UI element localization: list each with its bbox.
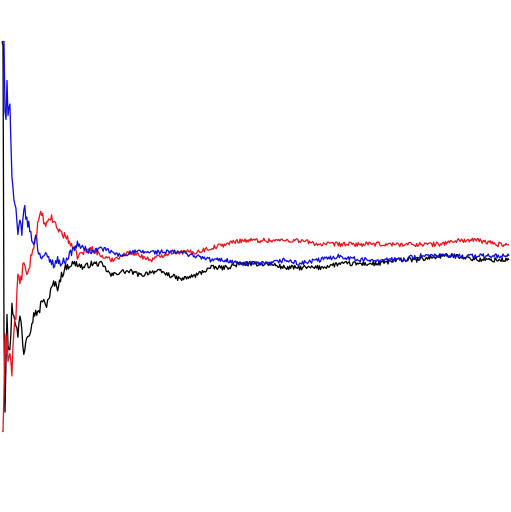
- series-layer: [1, 40, 510, 433]
- series-line-red: [2, 210, 510, 433]
- series-line-blue: [2, 40, 510, 269]
